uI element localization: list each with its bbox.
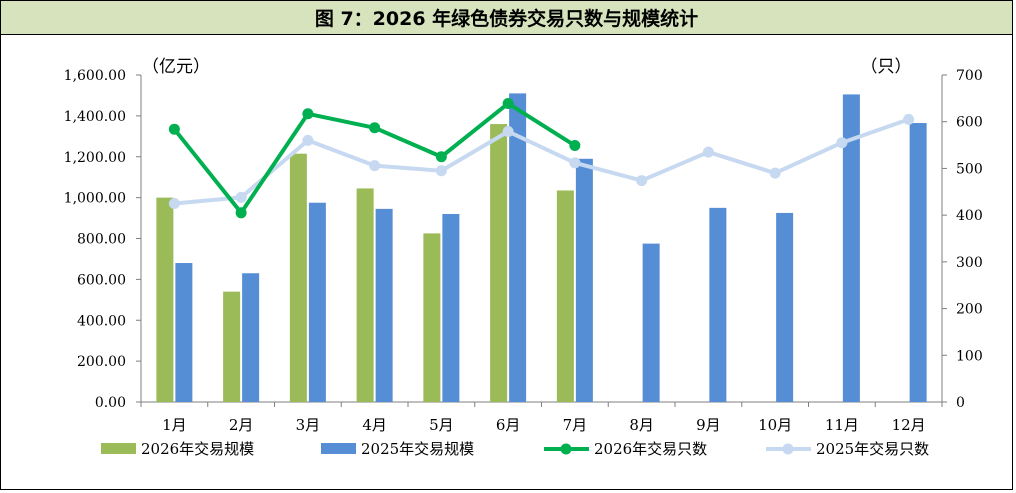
left-axis-unit: （亿元） [142, 57, 210, 77]
x-tick-label: 5月 [429, 416, 454, 434]
point-2025 [502, 126, 514, 138]
bar-2025 [175, 263, 193, 402]
point-2026 [569, 140, 581, 152]
bar-2025 [575, 158, 593, 402]
x-tick-label: 2月 [229, 416, 254, 434]
point-2026 [435, 151, 447, 163]
left-tick-label: 1,200.00 [64, 150, 126, 166]
point-2026 [502, 97, 514, 109]
x-tick-label: 1月 [162, 416, 187, 434]
line-2025 [174, 117, 910, 206]
right-axis-unit: （只） [861, 57, 912, 77]
point-2025 [836, 137, 848, 149]
bar-2026 [556, 190, 574, 402]
left-tick-label: 1,400.00 [64, 109, 126, 125]
bar-2026 [423, 233, 441, 402]
point-2026 [369, 122, 381, 134]
right-tick-label: 400 [956, 208, 983, 224]
bar-2025 [375, 208, 393, 402]
bar-2025 [709, 207, 727, 402]
left-tick-label: 800.00 [77, 232, 126, 248]
chart-svg: 0.00 200.00 400.00 600.00 800.00 1,000.00 1,20… [64, 57, 983, 458]
point-2025 [369, 160, 381, 172]
x-tick-label: 6月 [496, 416, 521, 434]
right-tick-label: 700 [956, 68, 983, 84]
bar-2025 [909, 123, 927, 402]
x-tick-label: 12月 [892, 416, 926, 434]
left-tick-label: 600.00 [77, 272, 126, 288]
bar-2025 [509, 93, 527, 403]
point-2025 [702, 146, 714, 158]
legend-swatch [321, 443, 356, 454]
x-tick-label: 8月 [629, 416, 654, 434]
point-2025 [435, 165, 447, 177]
bar-2026 [223, 291, 241, 402]
right-tick-label: 500 [956, 161, 983, 177]
right-tick-label: 600 [956, 115, 983, 131]
bar-2026 [490, 124, 508, 403]
right-tick-label: 300 [956, 255, 983, 271]
point-2025 [302, 134, 314, 146]
bar-2025 [308, 202, 326, 402]
x-tick-label: 10月 [758, 416, 792, 434]
left-tick-label: 400.00 [77, 313, 126, 329]
point-2026 [302, 108, 314, 120]
point-2025 [569, 157, 581, 169]
x-tick-label: 7月 [563, 416, 588, 434]
legend-marker [560, 443, 572, 455]
legend-label: 2025年交易规模 [361, 440, 474, 458]
bar-2025 [776, 212, 794, 402]
left-tick-label: 0.00 [95, 395, 126, 411]
legend-label: 2026年交易规模 [141, 440, 254, 458]
legend-label: 2026年交易只数 [594, 440, 707, 458]
right-tick-label: 0 [956, 395, 965, 411]
left-tick-label: 1,600.00 [64, 68, 126, 84]
chart-title: 图 7：2026 年绿色债券交易只数与规模统计 [314, 8, 699, 30]
legend-marker [782, 443, 794, 455]
bar-2026 [156, 197, 174, 402]
left-tick-label: 200.00 [77, 354, 126, 370]
x-tick-label: 9月 [696, 416, 721, 434]
legend-label: 2025年交易只数 [816, 440, 929, 458]
title-bar: 图 7：2026 年绿色债券交易只数与规模统计 [1, 1, 1012, 35]
point-2025 [168, 197, 180, 209]
x-tick-label: 3月 [296, 416, 321, 434]
bar-2025 [442, 213, 460, 402]
right-tick-label: 200 [956, 302, 983, 318]
bar-2026 [289, 153, 307, 402]
x-tick-label: 11月 [825, 416, 859, 434]
left-tick-label: 1,000.00 [64, 191, 126, 207]
point-2026 [235, 207, 247, 219]
bar-2025 [242, 273, 260, 402]
point-2025 [636, 175, 648, 187]
bar-2025 [842, 94, 860, 403]
bar-2026 [356, 188, 374, 402]
bar-2025 [642, 243, 660, 402]
point-2026 [168, 123, 180, 135]
x-tick-label: 4月 [362, 416, 387, 434]
legend-swatch [101, 443, 136, 454]
right-tick-label: 100 [956, 348, 983, 364]
point-2025 [235, 191, 247, 203]
point-2025 [769, 167, 781, 179]
point-2025 [903, 113, 915, 125]
